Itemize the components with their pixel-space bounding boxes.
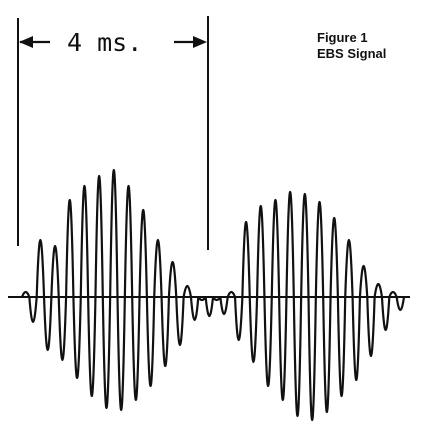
interval-arrow-right: [174, 36, 207, 48]
figure-caption-line2: EBS Signal: [317, 46, 386, 61]
signal-waveform: [20, 168, 406, 422]
interval-label: 4 ms.: [67, 28, 142, 57]
figure-caption-line1: Figure 1: [317, 30, 368, 45]
interval-arrow-left: [19, 36, 50, 48]
